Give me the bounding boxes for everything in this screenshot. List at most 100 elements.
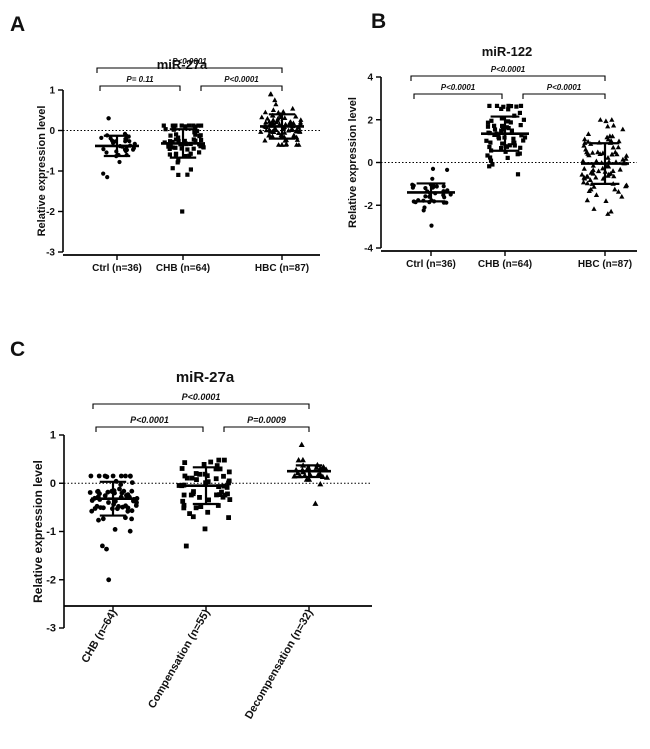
data-point	[317, 465, 324, 472]
data-point	[623, 182, 630, 188]
data-point	[445, 167, 450, 172]
data-point	[423, 194, 428, 199]
data-point	[195, 129, 200, 134]
data-point	[100, 516, 106, 522]
x-category-label: Ctrl (n=36)	[406, 259, 456, 270]
data-point	[605, 211, 611, 216]
data-point	[217, 466, 223, 472]
data-point	[95, 488, 101, 494]
data-point	[194, 477, 199, 482]
data-point	[180, 209, 185, 214]
data-point	[287, 119, 293, 125]
data-point	[104, 150, 109, 155]
data-point	[187, 153, 192, 158]
data-point	[605, 163, 612, 169]
x-category-label: CHB (n=64)	[156, 263, 210, 274]
data-point	[127, 528, 133, 534]
data-point	[283, 141, 290, 147]
data-point	[222, 457, 227, 463]
data-point	[623, 153, 630, 158]
data-point	[216, 457, 222, 463]
y-tick-label: -1	[46, 526, 56, 538]
data-point	[161, 123, 166, 128]
data-point	[270, 117, 276, 123]
data-point	[179, 123, 184, 128]
data-point	[122, 147, 128, 152]
data-point	[269, 128, 276, 134]
data-point	[100, 543, 105, 549]
data-point	[597, 117, 603, 122]
data-point	[190, 491, 196, 497]
data-point	[116, 504, 121, 509]
data-point	[595, 149, 601, 155]
data-point	[313, 464, 320, 470]
data-point	[110, 473, 116, 479]
data-point	[299, 456, 306, 463]
data-point	[286, 127, 292, 133]
data-point	[108, 136, 113, 141]
data-point	[591, 206, 597, 211]
data-point	[612, 186, 618, 192]
data-point	[590, 170, 596, 176]
data-point	[172, 124, 177, 130]
data-point	[183, 543, 189, 549]
data-point	[294, 134, 300, 140]
data-point	[579, 171, 585, 177]
data-point	[184, 475, 190, 481]
data-point	[87, 490, 93, 495]
data-point	[615, 144, 621, 150]
data-point	[485, 124, 491, 129]
data-point	[118, 482, 124, 487]
data-point	[191, 123, 196, 128]
chart-title: miR-27a	[176, 369, 235, 386]
data-point	[264, 115, 271, 121]
data-point	[623, 156, 629, 161]
data-point	[605, 173, 611, 178]
significance-bracket	[96, 67, 283, 73]
data-point	[198, 144, 203, 149]
data-point	[181, 482, 187, 488]
data-point	[295, 457, 302, 463]
data-point	[181, 505, 187, 511]
data-point	[176, 172, 181, 177]
data-point	[200, 144, 206, 149]
data-point	[619, 193, 625, 199]
p-value-label: P<0.0001	[182, 392, 221, 402]
data-point	[580, 158, 586, 163]
data-point	[610, 144, 616, 150]
x-category-label: CHB (n=64)	[79, 607, 119, 665]
data-point	[196, 123, 201, 128]
data-point	[507, 143, 512, 148]
data-point	[504, 144, 509, 149]
data-point	[202, 526, 208, 532]
significance-bracket	[223, 426, 310, 432]
data-point	[224, 485, 230, 490]
data-point	[294, 137, 300, 142]
data-point	[324, 474, 330, 480]
y-tick-label: -2	[364, 201, 373, 212]
data-point	[434, 184, 439, 189]
p-value-label: P= 0.11	[126, 75, 154, 84]
data-point	[580, 179, 587, 185]
data-point	[176, 483, 182, 488]
data-point	[505, 155, 510, 160]
data-point	[127, 139, 132, 144]
p-value-label: P<0.0001	[547, 83, 582, 92]
data-point	[430, 166, 436, 171]
data-point	[181, 502, 187, 508]
data-point	[101, 171, 106, 176]
data-point	[499, 146, 504, 151]
data-point	[185, 172, 190, 177]
data-point	[168, 133, 173, 138]
p-value-label: P<0.0001	[491, 65, 526, 74]
data-point	[181, 492, 187, 498]
data-point	[125, 505, 131, 511]
significance-bracket	[99, 85, 181, 91]
y-tick-label: 1	[49, 86, 55, 97]
panel-letter-b: B	[371, 10, 386, 33]
data-point	[106, 500, 111, 505]
data-point	[258, 129, 264, 134]
data-point	[616, 138, 622, 144]
data-point	[199, 137, 204, 143]
